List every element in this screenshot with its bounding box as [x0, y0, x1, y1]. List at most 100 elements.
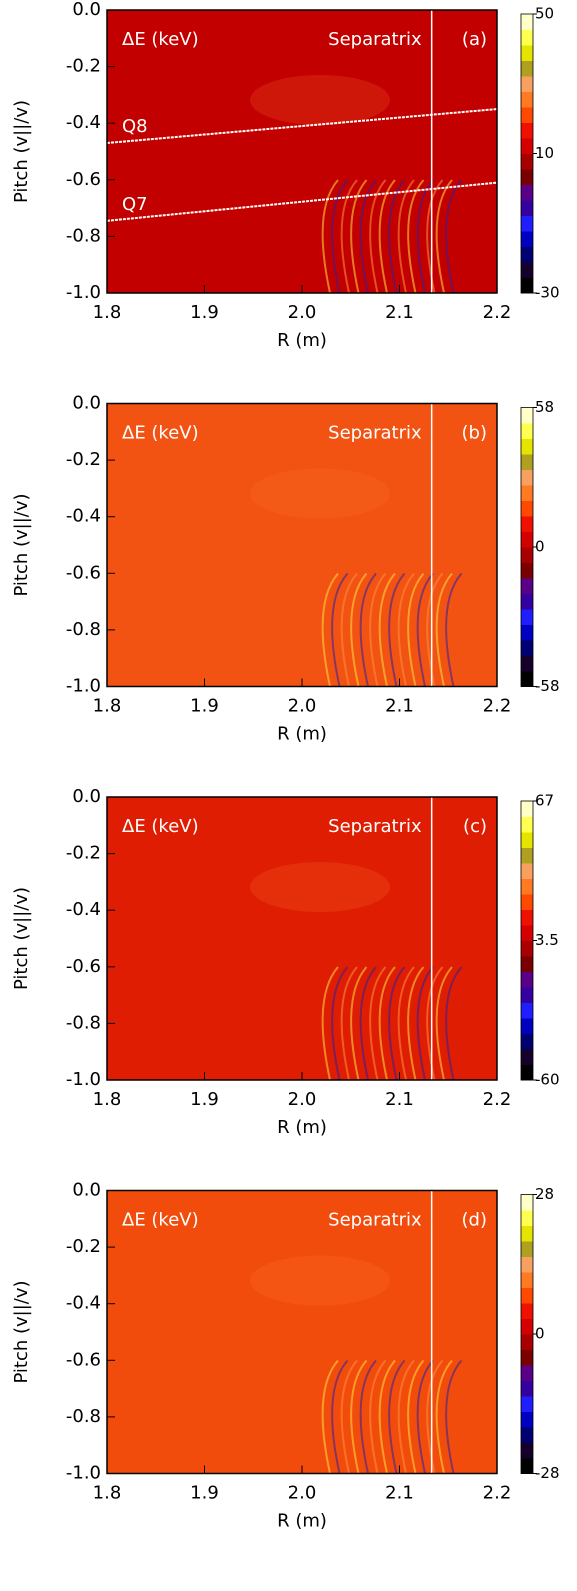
texture-stripe: [416, 572, 434, 687]
texture-blob: [250, 1255, 390, 1306]
panel-title: ΔE (keV): [122, 816, 199, 837]
colorbar-segment: [521, 832, 533, 848]
separatrix-label: Separatrix: [328, 29, 422, 50]
x-axis-label: R (m): [277, 1117, 327, 1138]
y-tick-label: -0.8: [66, 619, 101, 640]
heatmap-background: [107, 797, 497, 1080]
colorbar-segment: [521, 1064, 533, 1081]
x-tick-label: 1.9: [190, 302, 219, 323]
colorbar-segment: [521, 60, 533, 77]
colorbar-segment: [521, 1241, 533, 1257]
colorbar-segment: [521, 578, 533, 594]
y-tick-label: -0.8: [66, 1406, 101, 1427]
colorbar-segment: [521, 1458, 533, 1474]
boundary-line: [106, 108, 498, 145]
x-tick-label: 2.2: [483, 302, 512, 323]
y-tick-label: 0.0: [72, 393, 101, 414]
colorbar-segment: [521, 547, 533, 563]
texture-stripe: [445, 179, 463, 294]
colorbar-segment: [521, 863, 533, 879]
colorbar-segment: [521, 1303, 533, 1319]
texture-stripe: [445, 572, 463, 687]
heatmap-texture: [250, 862, 463, 1081]
colorbar-segment: [521, 562, 533, 579]
colorbar-segment: [521, 277, 533, 294]
panel-label: (c): [463, 816, 487, 837]
texture-stripe: [407, 1359, 425, 1474]
colorbar-segment: [521, 407, 533, 424]
x-axis-label: R (m): [277, 724, 327, 745]
texture-stripe: [388, 179, 406, 294]
texture-stripe: [388, 572, 406, 687]
colorbar-tick-label: -28: [535, 1464, 560, 1482]
colorbar-segment: [521, 215, 533, 232]
texture-blob: [250, 468, 390, 519]
x-tick-label: 2.2: [483, 1483, 512, 1504]
colorbar-segment: [521, 1411, 533, 1428]
colorbar-segment: [521, 1396, 533, 1412]
y-tick-label: -0.4: [66, 506, 101, 527]
heatmap-background: [107, 1190, 497, 1474]
texture-stripe: [369, 572, 387, 687]
texture-stripe: [350, 179, 368, 294]
colorbar-segment: [521, 909, 533, 926]
y-tick-label: -0.8: [66, 225, 101, 246]
texture-blob: [250, 862, 390, 912]
colorbar-segment: [521, 1256, 533, 1273]
colorbar-tick-label: 58: [535, 398, 554, 416]
texture-stripe: [350, 572, 368, 687]
texture-stripe: [397, 179, 415, 294]
x-tick-label: 1.9: [190, 1089, 219, 1110]
colorbar-segment: [521, 816, 533, 833]
colorbar-tick-label: 0: [535, 1325, 545, 1343]
y-tick-label: -0.6: [66, 1349, 101, 1370]
x-tick-label: 1.8: [93, 1089, 122, 1110]
colorbar-segment: [521, 138, 533, 154]
colorbar-tick-label: 10: [535, 144, 554, 162]
y-tick-label: -1.0: [66, 282, 101, 303]
texture-stripe: [445, 1359, 463, 1474]
colorbar-tick-label: 28: [535, 1185, 554, 1203]
texture-stripe: [407, 966, 425, 1081]
colorbar-segment: [521, 801, 533, 817]
line-label: Q7: [122, 194, 148, 215]
texture-stripe: [321, 572, 339, 687]
y-tick-label: -0.6: [66, 562, 101, 583]
colorbar-segment: [521, 500, 533, 517]
x-tick-label: 2.2: [483, 1089, 512, 1110]
y-tick-label: -1.0: [66, 1463, 101, 1484]
colorbar-segment: [521, 987, 533, 1003]
separatrix-label: Separatrix: [328, 816, 422, 837]
texture-stripe: [369, 966, 387, 1081]
texture-stripe: [378, 572, 396, 687]
colorbar-segment: [521, 1225, 533, 1242]
texture-stripe: [340, 572, 358, 687]
separatrix-label: Separatrix: [328, 423, 422, 444]
panel-title: ΔE (keV): [122, 423, 199, 444]
colorbar-segment: [521, 1442, 533, 1459]
colorbar-tick-label: 0: [535, 538, 545, 556]
colorbar-segment: [521, 847, 533, 864]
texture-stripe: [321, 966, 339, 1081]
texture-stripe: [378, 1359, 396, 1474]
texture-stripe: [407, 179, 425, 294]
x-tick-label: 1.8: [93, 696, 122, 717]
colorbar-segment: [521, 262, 533, 278]
y-tick-label: -0.4: [66, 899, 101, 920]
heatmap-texture: [250, 1255, 463, 1474]
colorbar-segment: [521, 469, 533, 486]
texture-stripe: [359, 179, 377, 294]
y-tick-label: -0.2: [66, 843, 101, 864]
colorbar-segment: [521, 122, 533, 139]
x-axis-label: R (m): [277, 1511, 327, 1532]
colorbar-tick-label: 3.5: [535, 931, 559, 949]
texture-stripe: [416, 966, 434, 1081]
texture-stripe: [407, 572, 425, 687]
texture-stripe: [435, 1359, 453, 1474]
y-tick-label: -0.8: [66, 1012, 101, 1033]
colorbar-segment: [521, 1272, 533, 1288]
y-axis-label: Pitch (v||/v): [11, 493, 32, 596]
texture-stripe: [350, 1359, 368, 1474]
x-tick-label: 2.0: [288, 302, 317, 323]
texture-stripe: [445, 966, 463, 1081]
